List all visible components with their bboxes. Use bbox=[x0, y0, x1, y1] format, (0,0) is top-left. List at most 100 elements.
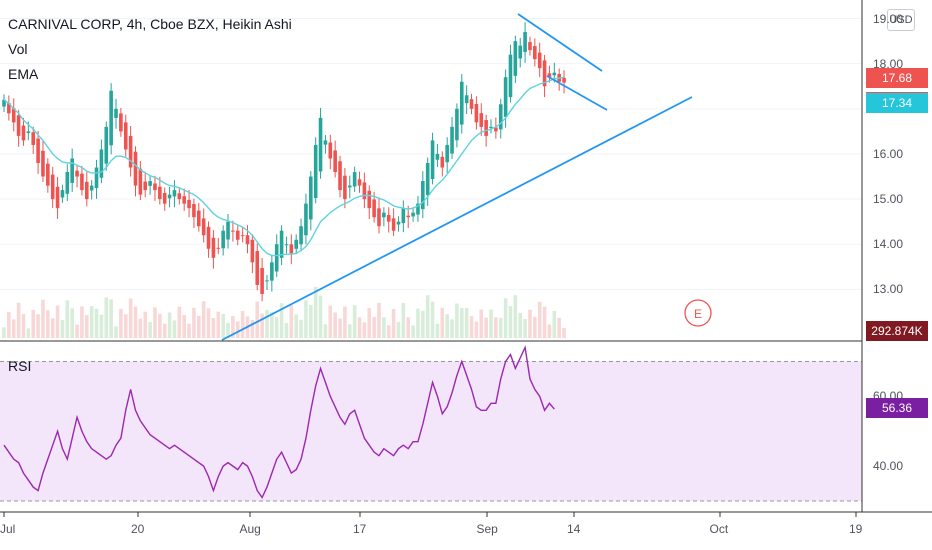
legend-ema[interactable]: EMA bbox=[8, 66, 39, 82]
candle-body bbox=[226, 221, 230, 240]
candle-body bbox=[143, 181, 148, 191]
candle-body bbox=[31, 132, 36, 145]
volume-bar bbox=[469, 316, 474, 338]
volume-bar bbox=[421, 310, 425, 338]
volume-bar bbox=[231, 315, 235, 338]
volume-bar bbox=[498, 317, 503, 338]
price-tick-label: 16.00 bbox=[873, 146, 904, 161]
candle-body bbox=[274, 244, 279, 272]
volume-bar bbox=[445, 314, 449, 338]
candle-body bbox=[235, 230, 240, 240]
candle-body bbox=[537, 52, 542, 69]
volume-bar bbox=[274, 317, 279, 338]
time-tick-label: 17 bbox=[353, 522, 367, 536]
currency-button[interactable]: USD bbox=[887, 9, 915, 31]
candle-body bbox=[60, 190, 65, 198]
candle-body bbox=[464, 95, 469, 104]
trend-line-3[interactable] bbox=[546, 75, 608, 111]
volume-bar bbox=[455, 303, 459, 338]
volume-bar bbox=[464, 307, 469, 338]
time-tick-label: 14 bbox=[567, 522, 581, 536]
trend-lines[interactable] bbox=[221, 13, 693, 341]
time-tick-label: 20 bbox=[131, 522, 145, 536]
volume-bar bbox=[479, 309, 484, 338]
candle-body bbox=[245, 235, 250, 245]
volume-bar bbox=[41, 299, 45, 338]
candle-body bbox=[148, 181, 152, 186]
candle-body bbox=[65, 172, 70, 194]
candle-body bbox=[421, 181, 425, 210]
volume-bar bbox=[284, 322, 289, 338]
volume-bar bbox=[396, 321, 401, 338]
chart-title: CARNIVAL CORP, 4h, Cboe BZX, Heikin Ashi bbox=[8, 16, 292, 32]
candle-body bbox=[128, 135, 133, 168]
rsi-tick-label: 40.00 bbox=[873, 459, 904, 474]
volume-bar bbox=[377, 302, 381, 338]
trend-line-1[interactable] bbox=[221, 96, 693, 341]
volume-bar bbox=[182, 315, 186, 338]
volume-bar bbox=[162, 323, 167, 338]
volume-bar bbox=[391, 309, 396, 338]
price-tag: 17.34 bbox=[866, 93, 928, 113]
candle-body bbox=[2, 99, 6, 107]
price-tick-label: 19.00 bbox=[873, 11, 904, 26]
volume-bar bbox=[459, 307, 464, 338]
candle-body bbox=[352, 172, 357, 187]
volume-bar bbox=[343, 306, 347, 338]
candle-body bbox=[36, 138, 40, 163]
candle-body bbox=[270, 262, 274, 281]
volume-bar bbox=[2, 327, 6, 338]
volume-bar bbox=[226, 322, 230, 338]
volume-bar bbox=[50, 318, 55, 338]
volume-bar bbox=[206, 308, 211, 338]
volume-bar bbox=[372, 316, 376, 338]
candle-body bbox=[80, 173, 84, 191]
candle-body bbox=[250, 239, 255, 263]
earnings-marker[interactable] bbox=[684, 299, 712, 327]
volume-bar bbox=[537, 301, 542, 338]
volume-bar bbox=[192, 307, 196, 338]
time-tick-label: Oct bbox=[709, 522, 729, 536]
volume-bar bbox=[309, 304, 313, 338]
candle-body bbox=[411, 212, 415, 217]
candle-body bbox=[518, 45, 523, 59]
candle-body bbox=[406, 215, 411, 218]
volume-bar bbox=[557, 317, 561, 338]
volume-bar bbox=[294, 314, 298, 338]
volume-bar bbox=[31, 309, 36, 338]
volume-bar bbox=[518, 312, 523, 338]
volume-bar bbox=[265, 309, 269, 338]
candle-body bbox=[523, 32, 527, 53]
candle-body bbox=[55, 186, 60, 209]
volume-bar bbox=[304, 300, 308, 338]
candle-body bbox=[50, 174, 55, 200]
volume-bar bbox=[143, 311, 148, 338]
candle-body bbox=[309, 176, 313, 220]
price-tag: 17.68 bbox=[866, 68, 928, 88]
candle-body bbox=[177, 193, 182, 200]
volume-bar bbox=[123, 314, 128, 338]
candle-body bbox=[138, 168, 143, 195]
candle-body bbox=[391, 218, 396, 231]
volume-bar bbox=[401, 303, 406, 338]
candle-body bbox=[304, 203, 308, 236]
time-tick-label: 19 bbox=[849, 522, 863, 536]
candle-body bbox=[26, 131, 31, 134]
volume-bar bbox=[80, 306, 84, 338]
legend-rsi[interactable]: RSI bbox=[8, 358, 32, 374]
candle-body bbox=[94, 167, 99, 189]
ema-line bbox=[3, 76, 565, 257]
volume-bar bbox=[299, 319, 303, 338]
volume-bar bbox=[440, 307, 445, 338]
volume-bar bbox=[60, 320, 65, 338]
candle-body bbox=[459, 81, 464, 125]
candle-body bbox=[123, 122, 128, 150]
legend-vol[interactable]: Vol bbox=[8, 41, 28, 57]
trend-line-2[interactable] bbox=[517, 13, 603, 72]
volume-bar bbox=[75, 324, 79, 338]
candle-body bbox=[70, 158, 74, 183]
candle-body bbox=[479, 113, 484, 127]
volume-bar bbox=[240, 310, 245, 338]
candle-body bbox=[362, 182, 367, 200]
